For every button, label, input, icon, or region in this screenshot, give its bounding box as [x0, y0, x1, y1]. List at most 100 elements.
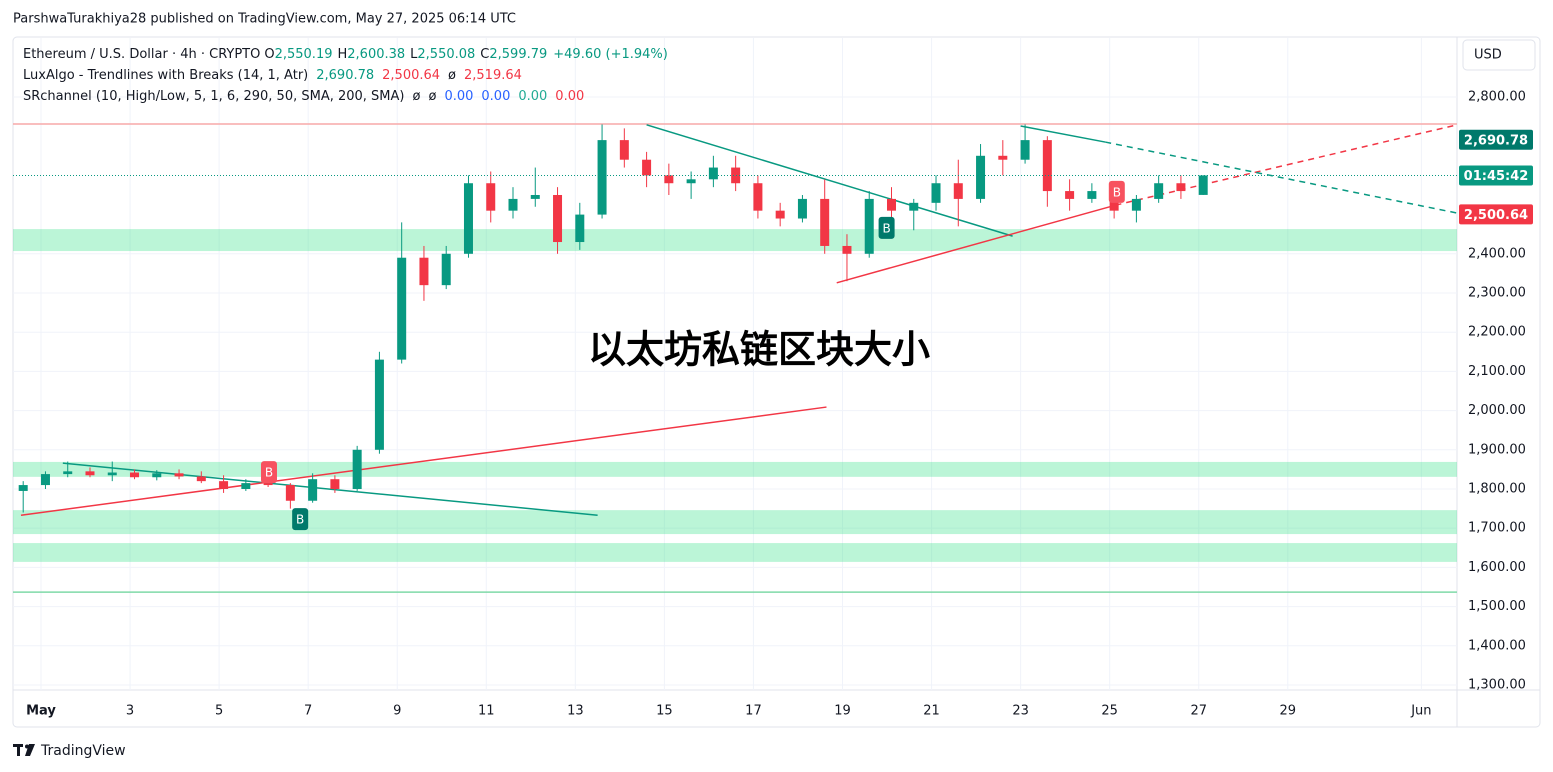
- footer-brand: TradingView: [40, 743, 126, 759]
- indicator-value: 0.00: [518, 89, 547, 104]
- x-tick-label: 5: [215, 704, 223, 719]
- trendline: [62, 462, 598, 516]
- candle-body: [976, 155, 986, 199]
- candle-body: [397, 257, 407, 360]
- y-tick-label: 2,800.00: [1468, 89, 1526, 104]
- break-marker-label: B: [882, 221, 890, 235]
- trendline: [836, 204, 1116, 284]
- candle-body: [1176, 183, 1186, 192]
- indicator-value: 2,690.78: [316, 68, 374, 83]
- break-marker: [292, 508, 309, 531]
- candle-body: [1131, 198, 1141, 211]
- currency-button[interactable]: [1462, 39, 1536, 71]
- trendline: [646, 124, 1013, 237]
- sr-zone: [13, 229, 1457, 252]
- trendline: [1105, 141, 1458, 214]
- price-label: 2,690.78: [1464, 133, 1528, 148]
- o-label: O: [264, 47, 274, 62]
- indicator-value: ø: [413, 89, 421, 104]
- candle-body: [820, 198, 830, 246]
- change: +49.60 (+1.94%): [553, 47, 668, 62]
- candle-body: [553, 194, 563, 243]
- panel-border: [12, 36, 1541, 728]
- candle-body: [174, 473, 184, 477]
- chart-layers: 2,800.00 2,400.00 2,300.00 2,200.00 2,100.00…: [13, 38, 1533, 719]
- candle-body: [285, 485, 295, 501]
- break-marker: [260, 461, 277, 484]
- indicator-value: 0.00: [481, 89, 510, 104]
- sr-zone: [13, 510, 1457, 535]
- candle-body: [241, 483, 251, 489]
- candle-body: [886, 198, 896, 211]
- y-tick-label: 2,100.00: [1468, 364, 1526, 379]
- footer-logo: [13, 744, 35, 756]
- l-label: L: [410, 47, 418, 62]
- candle-body: [619, 140, 629, 160]
- candle-body: [530, 194, 540, 199]
- candle-body: [196, 476, 206, 482]
- x-tick-label: 17: [745, 704, 762, 719]
- x-tick-label: 23: [1012, 704, 1029, 719]
- indicator-value: 0.00: [555, 89, 584, 104]
- x-tick-label: 19: [834, 704, 851, 719]
- y-tick-label: 2,200.00: [1468, 325, 1526, 340]
- candle-body: [130, 472, 140, 478]
- candle-body: [597, 140, 607, 215]
- candle-body: [797, 198, 807, 219]
- candle-body: [107, 472, 117, 476]
- o-value: 2,550.19: [275, 47, 333, 62]
- candle-body: [731, 167, 741, 184]
- candle-body: [909, 202, 919, 211]
- sr-zone: [13, 543, 1457, 562]
- indicator-value: 2,519.64: [464, 68, 522, 83]
- y-tick-label: 1,800.00: [1468, 481, 1526, 496]
- c-value: 2,599.79: [489, 47, 547, 62]
- break-marker: [878, 216, 895, 239]
- indicator-value: ø: [448, 68, 456, 83]
- currency[interactable]: USD: [1474, 48, 1502, 63]
- symbol: Ethereum / U.S. Dollar · 4h · CRYPTO: [23, 47, 260, 62]
- candle-body: [664, 175, 674, 184]
- candle-body: [486, 183, 496, 211]
- trendline: [1115, 124, 1458, 206]
- c-label: C: [480, 47, 489, 62]
- break-marker-label: B: [296, 513, 304, 527]
- x-tick-label: 11: [478, 704, 495, 719]
- x-tick-label: 13: [567, 704, 584, 719]
- legend-line: LuxAlgo - Trendlines with Breaks (14, 1,…: [23, 68, 522, 83]
- candle-body: [374, 359, 384, 450]
- indicator-name: LuxAlgo - Trendlines with Breaks (14, 1,…: [23, 68, 308, 83]
- candle-body: [352, 449, 362, 489]
- x-tick-label: Jun: [1410, 704, 1431, 719]
- candle-body: [575, 214, 585, 243]
- published-note: ParshwaTurakhiya28 published on TradingV…: [13, 12, 516, 27]
- break-marker-label: B: [265, 466, 273, 480]
- break-marker: [1108, 180, 1125, 203]
- y-tick-label: 1,600.00: [1468, 560, 1526, 575]
- candle-body: [1020, 140, 1030, 160]
- price-label-box: [1459, 204, 1533, 225]
- candle-body: [152, 473, 162, 478]
- candle-body: [508, 198, 518, 211]
- y-tick-label: 1,700.00: [1468, 521, 1526, 536]
- x-tick-label: 3: [126, 704, 134, 719]
- sr-zone: [13, 461, 1457, 477]
- candle-body: [85, 471, 95, 476]
- x-tick-label: 9: [393, 704, 401, 719]
- countdown-box: [1459, 165, 1533, 186]
- countdown: 01:45:42: [1464, 169, 1529, 184]
- candle-body: [864, 198, 874, 254]
- candle-body: [1154, 183, 1164, 199]
- candle-body: [463, 183, 473, 254]
- y-tick-label: 1,500.00: [1468, 599, 1526, 614]
- candle-body: [1087, 191, 1097, 199]
- price-label-box: [1459, 129, 1533, 150]
- indicator-value: 2,500.64: [382, 68, 440, 83]
- candle-body: [1042, 140, 1052, 192]
- candle-body: [1198, 175, 1208, 195]
- x-tick-label: 27: [1190, 704, 1207, 719]
- x-tick-label: 25: [1101, 704, 1118, 719]
- h-value: 2,600.38: [347, 47, 405, 62]
